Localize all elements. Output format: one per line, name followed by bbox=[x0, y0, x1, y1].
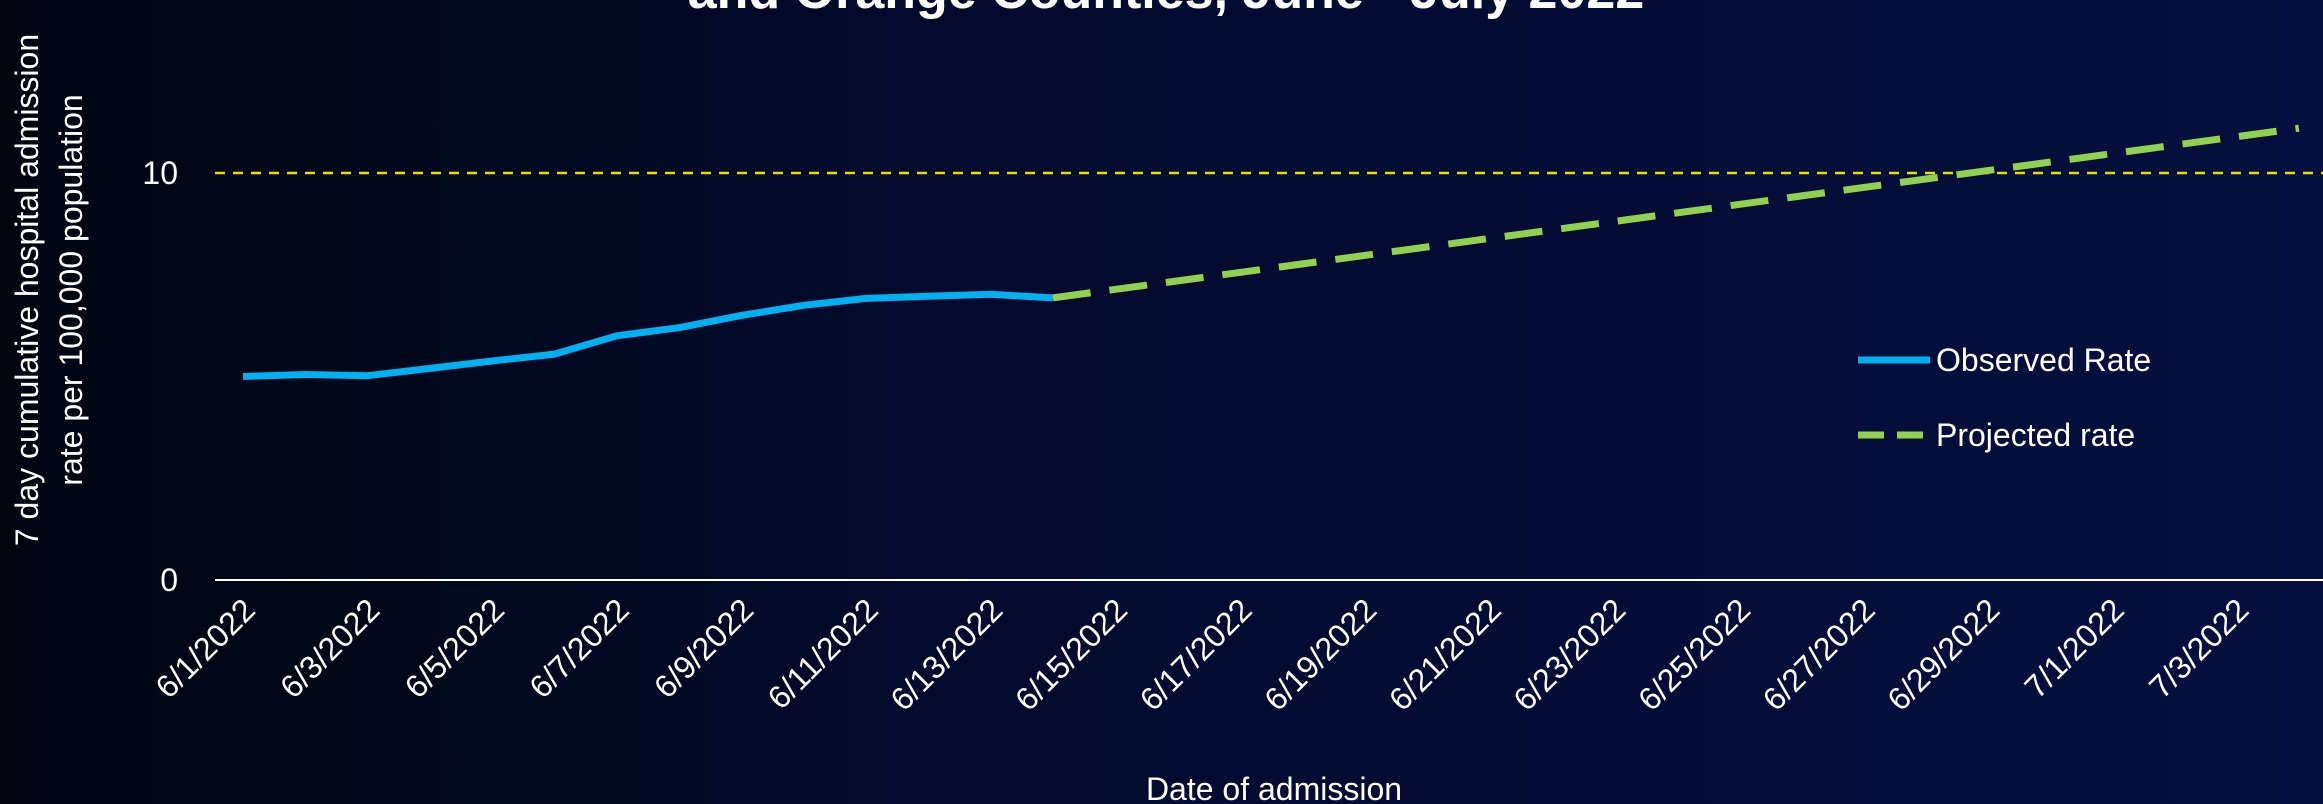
x-tick-label: 6/23/2022 bbox=[1506, 591, 1632, 717]
y-tick-label: 10 bbox=[142, 155, 178, 191]
y-axis: 0 10 bbox=[142, 155, 178, 598]
series-layer bbox=[242, 124, 2300, 380]
series-line-observed bbox=[242, 290, 1054, 380]
x-tick-label: 6/13/2022 bbox=[883, 591, 1009, 717]
x-tick-label: 7/1/2022 bbox=[2017, 591, 2131, 705]
x-tick-label: 6/29/2022 bbox=[1880, 591, 2006, 717]
x-tick-label: 6/9/2022 bbox=[647, 591, 761, 705]
x-tick-label: 6/17/2022 bbox=[1133, 591, 1259, 717]
x-tick-label: 6/11/2022 bbox=[761, 591, 885, 715]
y-axis-title: 7 day cumulative hospital admission rate… bbox=[9, 34, 89, 546]
legend: Observed Rate Projected rate bbox=[1858, 342, 2151, 453]
x-tick-label: 6/5/2022 bbox=[398, 591, 512, 705]
x-axis-title: Date of admission bbox=[1146, 771, 1402, 804]
x-tick-label: 6/27/2022 bbox=[1756, 591, 1882, 717]
x-tick-label: 6/15/2022 bbox=[1008, 591, 1134, 717]
x-tick-label: 6/25/2022 bbox=[1631, 591, 1757, 717]
legend-label-observed: Observed Rate bbox=[1936, 342, 2151, 378]
x-tick-label: 6/7/2022 bbox=[522, 591, 636, 705]
plot-area bbox=[215, 171, 2323, 581]
chart-title: and Orange Counties, June - July 2022 bbox=[688, 0, 1645, 20]
y-axis-title-line-2: rate per 100,000 population bbox=[53, 94, 89, 485]
x-axis: 6/1/2022 6/3/2022 6/5/2022 6/7/2022 6/9/2022… bbox=[148, 591, 2255, 717]
y-axis-title-line-1: 7 day cumulative hospital admission bbox=[9, 34, 45, 546]
x-tick-label: 7/3/2022 bbox=[2142, 591, 2256, 705]
y-tick-label: 0 bbox=[160, 562, 178, 598]
series-line-projected bbox=[1052, 124, 2300, 302]
x-tick-label: 6/1/2022 bbox=[148, 591, 262, 705]
x-tick-label: 6/21/2022 bbox=[1382, 591, 1508, 717]
legend-label-projected: Projected rate bbox=[1936, 417, 2135, 453]
x-tick-label: 6/3/2022 bbox=[273, 591, 387, 705]
x-tick-label: 6/19/2022 bbox=[1257, 591, 1383, 717]
